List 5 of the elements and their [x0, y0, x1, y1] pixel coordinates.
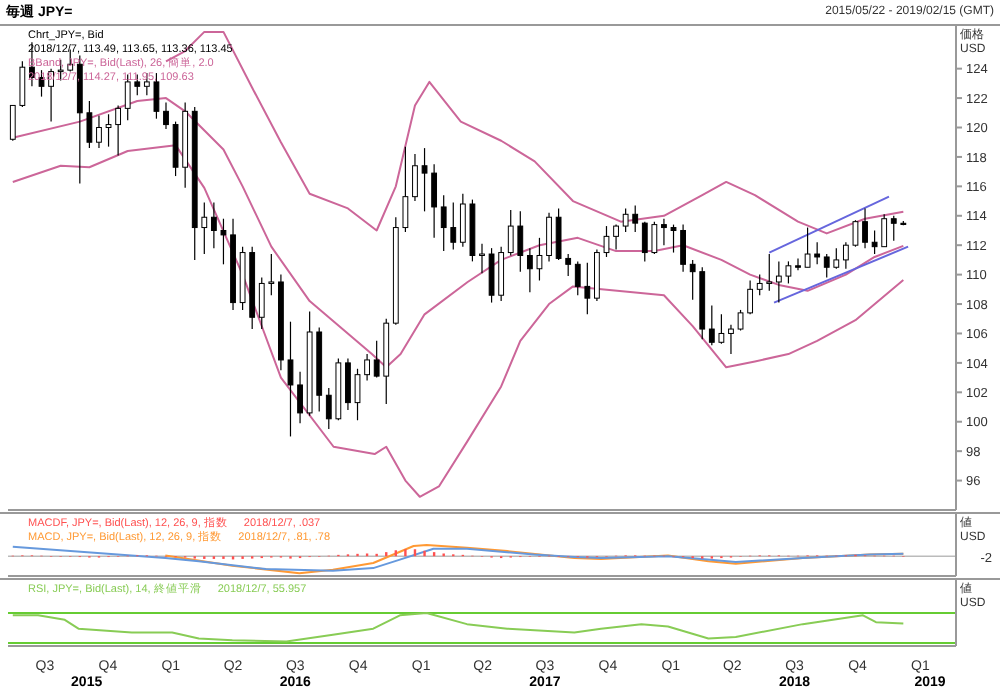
candlestick [795, 257, 801, 271]
candlestick [163, 101, 169, 130]
line-series [165, 30, 905, 235]
candlestick [479, 243, 485, 274]
line-series [11, 97, 905, 369]
